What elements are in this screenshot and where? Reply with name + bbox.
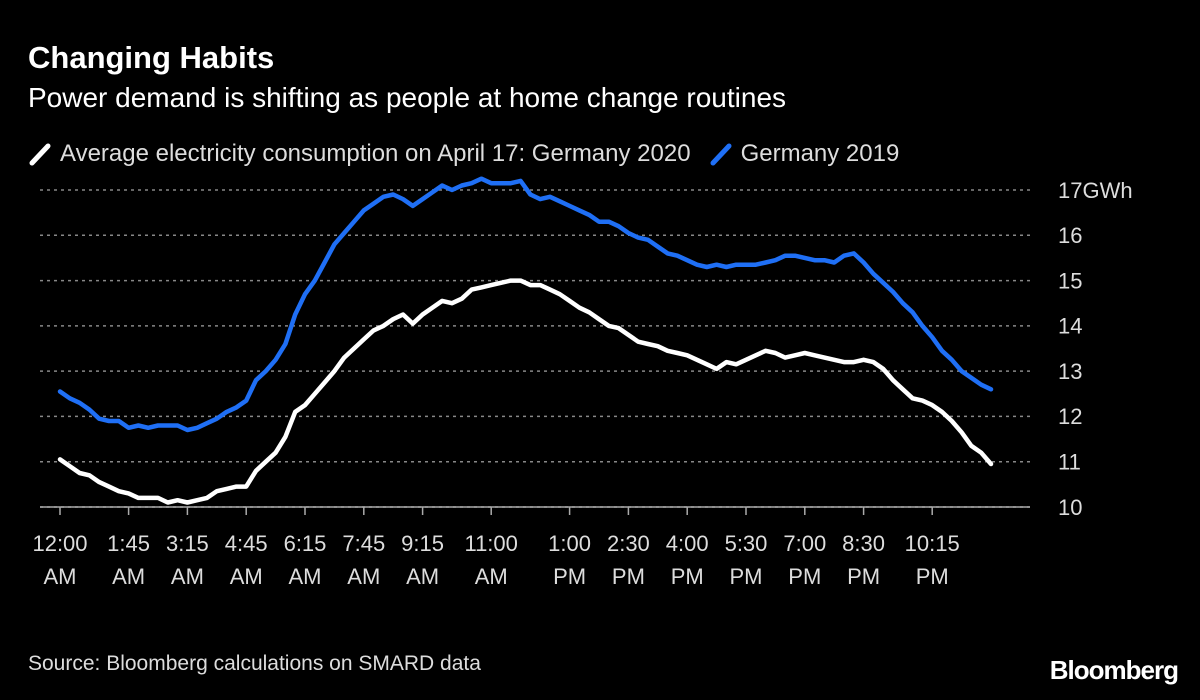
- x-tick-label: 7:00 PM: [783, 531, 827, 589]
- x-tick-label: 4:45 AM: [224, 531, 268, 589]
- legend-item: Average electricity consumption on April…: [28, 140, 691, 168]
- y-tick-label: 11: [1058, 450, 1081, 475]
- x-tick-label: 11:00 AM: [464, 531, 518, 589]
- y-tick-label: 17GWh: [1058, 178, 1133, 203]
- legend-label: Average electricity consumption on April…: [60, 140, 691, 167]
- y-tick-label: 13: [1058, 359, 1082, 384]
- y-tick-label: 10: [1058, 495, 1082, 520]
- legend-swatch: [710, 143, 732, 166]
- brand-logo: Bloomberg: [1049, 655, 1179, 685]
- chart-subtitle: Power demand is shifting as people at ho…: [28, 82, 787, 113]
- x-tick-label: 1:45 AM: [107, 531, 150, 589]
- y-tick-label: 15: [1058, 268, 1082, 293]
- x-tick-label: 2:30 PM: [606, 531, 650, 589]
- x-tick-label: 12:00 AM: [32, 531, 88, 589]
- series-line: [57, 176, 994, 433]
- x-tick-label: 4:00 PM: [665, 531, 709, 589]
- x-tick-label: 1:00 PM: [548, 531, 591, 589]
- x-tick-label: 3:15 AM: [165, 531, 209, 589]
- legend-label: Germany 2019: [740, 140, 900, 167]
- legend-swatch-line: [710, 143, 732, 166]
- source-note: Source: Bloomberg calculations on SMARD …: [28, 652, 481, 675]
- legend-swatch-line: [29, 143, 51, 166]
- y-tick-label: 16: [1058, 223, 1082, 248]
- x-tick-label: 6:15 AM: [283, 531, 327, 589]
- legend-swatch: [29, 143, 51, 166]
- y-tick-label: 12: [1058, 404, 1082, 429]
- x-tick-label: 5:30 PM: [724, 531, 768, 589]
- legend: Average electricity consumption on April…: [28, 140, 917, 168]
- x-tick-label: 8:30 PM: [842, 531, 885, 589]
- y-tick-label: 14: [1058, 314, 1082, 339]
- x-tick-label: 7:45 AM: [342, 531, 386, 589]
- chart-title: Changing Habits: [28, 40, 275, 75]
- x-tick-label: 10:15 PM: [904, 531, 960, 589]
- x-tick-label: 9:15 AM: [401, 531, 444, 589]
- legend-item: Germany 2019: [709, 140, 900, 168]
- series-line: [57, 278, 994, 505]
